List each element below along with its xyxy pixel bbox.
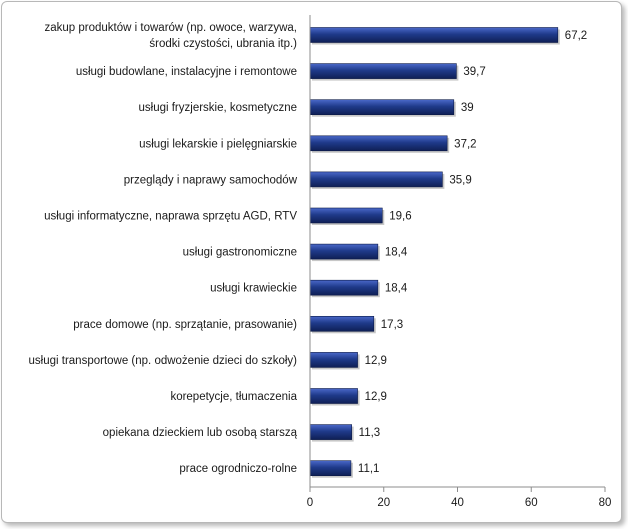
bar (309, 171, 443, 188)
x-tick-label: 60 (525, 497, 538, 509)
bar (309, 279, 379, 296)
category-label-line: środki czystości, ubrania itp.) (149, 38, 297, 50)
value-label: 18,4 (385, 247, 408, 259)
x-tick-label: 80 (599, 497, 612, 509)
bar (309, 243, 379, 260)
bars-layer (309, 27, 560, 478)
category-label: usługi informatyczne, naprawa sprzętu AG… (44, 211, 297, 223)
value-label: 12,9 (365, 355, 387, 367)
value-label: 39 (461, 102, 474, 114)
x-tick-label: 20 (377, 497, 390, 509)
category-label-line: prace ogrodniczo-rolne (179, 463, 297, 475)
bar (309, 135, 448, 152)
labels-layer: 67,2 zakup produktów i towarów (np. owoce… (29, 22, 588, 475)
category-label: przeglądy i naprawy samochodów (124, 174, 298, 186)
bar (309, 352, 358, 368)
category-label: usługi gastronomiczne (183, 247, 297, 259)
category-label-line: usługi lekarskie i pielęgniarskie (139, 138, 297, 150)
category-label: zakup produktów i towarów (np. owoce, wa… (45, 22, 298, 50)
category-label: opiekana dzieckiem lub osobą starszą (103, 427, 298, 439)
bar (309, 460, 352, 477)
category-label: usługi lekarskie i pielęgniarskie (139, 138, 297, 150)
x-tick-label: 0 (307, 497, 313, 509)
bar (309, 207, 383, 224)
x-axis: 0 20 40 60 80 (307, 15, 612, 509)
value-label: 18,4 (385, 283, 408, 295)
category-label-line: usługi informatyczne, naprawa sprzętu AG… (44, 211, 297, 223)
category-label: usługi fryzjerskie, kosmetyczne (139, 102, 298, 114)
value-label: 39,7 (463, 66, 485, 78)
bar (309, 63, 457, 79)
category-label-line: przeglądy i naprawy samochodów (124, 174, 298, 186)
category-label-line: usługi transportowe (np. odwożenie dziec… (29, 355, 298, 367)
category-label-line: usługi gastronomiczne (183, 247, 297, 259)
value-label: 37,2 (454, 138, 476, 150)
bar (309, 388, 358, 404)
category-label-line: opiekana dzieckiem lub osobą starszą (103, 427, 298, 439)
value-label: 35,9 (449, 174, 471, 186)
value-label: 17,3 (381, 319, 403, 331)
category-label-line: korepetycje, tłumaczenia (170, 391, 297, 403)
category-label-line: usługi fryzjerskie, kosmetyczne (139, 102, 298, 114)
category-label-line: usługi krawieckie (210, 283, 297, 295)
bar (309, 424, 352, 440)
value-label: 11,1 (358, 463, 380, 475)
category-label-line: usługi budowlane, instalacyjne i remonto… (76, 66, 297, 78)
value-label: 12,9 (365, 391, 387, 403)
value-label: 67,2 (565, 30, 587, 42)
value-label: 19,6 (389, 211, 411, 223)
category-label: usługi transportowe (np. odwożenie dziec… (29, 355, 298, 367)
category-label: usługi budowlane, instalacyjne i remonto… (76, 66, 297, 78)
category-label: usługi krawieckie (210, 283, 297, 295)
category-label: prace domowe (np. sprzątanie, prasowanie… (73, 319, 297, 331)
x-tick-label: 40 (451, 497, 464, 509)
bar (309, 315, 375, 332)
category-label: korepetycje, tłumaczenia (170, 391, 297, 403)
value-label: 11,3 (359, 427, 381, 439)
category-label-line: zakup produktów i towarów (np. owoce, wa… (45, 22, 297, 34)
bar (309, 27, 559, 43)
category-label-line: prace domowe (np. sprzątanie, prasowanie… (73, 319, 297, 331)
bar (309, 99, 455, 115)
category-label: prace ogrodniczo-rolne (179, 463, 297, 475)
